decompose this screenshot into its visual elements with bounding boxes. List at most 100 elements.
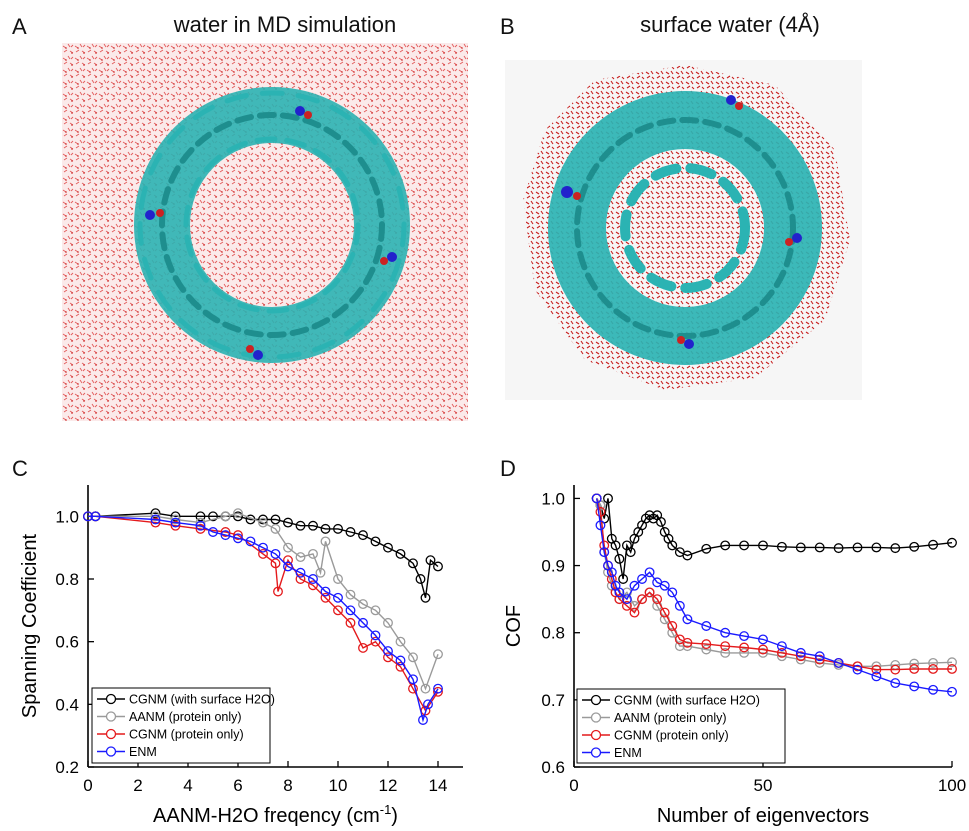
legend-box [91,687,271,764]
legend-marker [590,747,602,758]
data-point [637,594,647,605]
series-1 [83,508,443,694]
series-3 [83,511,443,725]
data-point [682,637,693,648]
legend-marker [105,693,117,705]
data-point [852,542,863,553]
series-line [596,498,953,667]
data-point [814,654,825,665]
data-point [852,661,863,672]
data-point [682,641,693,652]
data-point [273,586,283,597]
data-point [947,686,957,697]
data-point [433,561,443,572]
data-point [947,537,957,548]
y-axis-title: COF [503,605,525,647]
series-0 [83,508,443,603]
data-point [433,686,443,697]
data-point [333,574,343,584]
legend-label: CGNM (with surface H2O) [129,693,275,707]
data-point [595,520,606,531]
data-point [408,683,418,694]
data-point [871,664,882,675]
data-point [814,657,825,668]
series-3 [591,493,957,697]
data-point [776,541,787,552]
data-point [383,652,393,663]
data-point [420,592,431,603]
data-point [308,574,318,584]
data-point [621,594,632,605]
data-point [308,520,318,531]
data-point [629,607,640,618]
data-point [395,636,406,647]
data-point [270,548,281,559]
data-point [233,530,243,541]
series-0 [591,493,957,584]
y-tick-label: 1.0 [55,507,79,526]
data-point [433,649,443,660]
legend-label: CGNM (protein only) [129,728,244,742]
data-point [150,508,161,519]
y-tick-label: 0.9 [541,557,565,576]
data-point [270,558,281,569]
data-point [308,580,318,591]
data-point [283,555,293,566]
data-point [909,541,920,552]
x-tick-label: 0 [83,776,92,795]
data-point [776,641,787,652]
data-point [370,605,381,616]
data-point [170,520,181,531]
data-point [928,539,939,550]
data-point [652,594,663,605]
data-point [423,699,433,710]
data-point [621,600,632,611]
data-point [701,543,712,554]
data-point [345,617,356,628]
data-point [195,517,206,528]
data-point [795,647,806,658]
y-tick-label: 1.0 [541,489,565,508]
data-point [320,536,331,547]
data-point [701,621,712,631]
x-axis-title-close: ) [391,805,398,827]
md-simulation-image [62,43,468,421]
x-tick-label: 12 [379,776,398,795]
legend-marker [105,728,117,740]
data-point [220,527,231,537]
data-point [833,657,844,668]
data-point [270,523,281,534]
data-point [333,523,343,534]
series-line [88,515,439,712]
x-axis-title: Number of eigenvectors [657,805,869,827]
legend-label: ENM [614,746,642,760]
x-tick-label: 100 [938,776,966,795]
data-point [358,599,368,610]
legend-marker [590,694,602,706]
data-point [776,647,787,658]
data-point [220,511,231,522]
data-point [758,540,768,551]
data-point [358,642,368,653]
data-point [283,542,293,553]
data-point [90,511,101,522]
legend-marker [590,712,602,723]
data-point [720,627,731,638]
data-point [947,657,957,668]
data-point [270,514,281,525]
series-line [88,515,439,723]
data-point [370,630,381,641]
data-point [208,527,218,537]
chart-c: 0 2 4 6 8 10 12 14 0.2 0.4 0.6 0.8 1.0 Spanning Coeff… [19,485,463,827]
data-point [170,511,181,522]
data-point [358,530,368,541]
data-point [603,493,613,504]
data-point [614,594,625,605]
data-point [928,684,939,695]
data-point [659,580,670,591]
data-point [233,508,243,519]
panel-letter-d: D [500,456,516,481]
x-tick-label: 4 [183,776,192,795]
series-line [596,498,953,693]
